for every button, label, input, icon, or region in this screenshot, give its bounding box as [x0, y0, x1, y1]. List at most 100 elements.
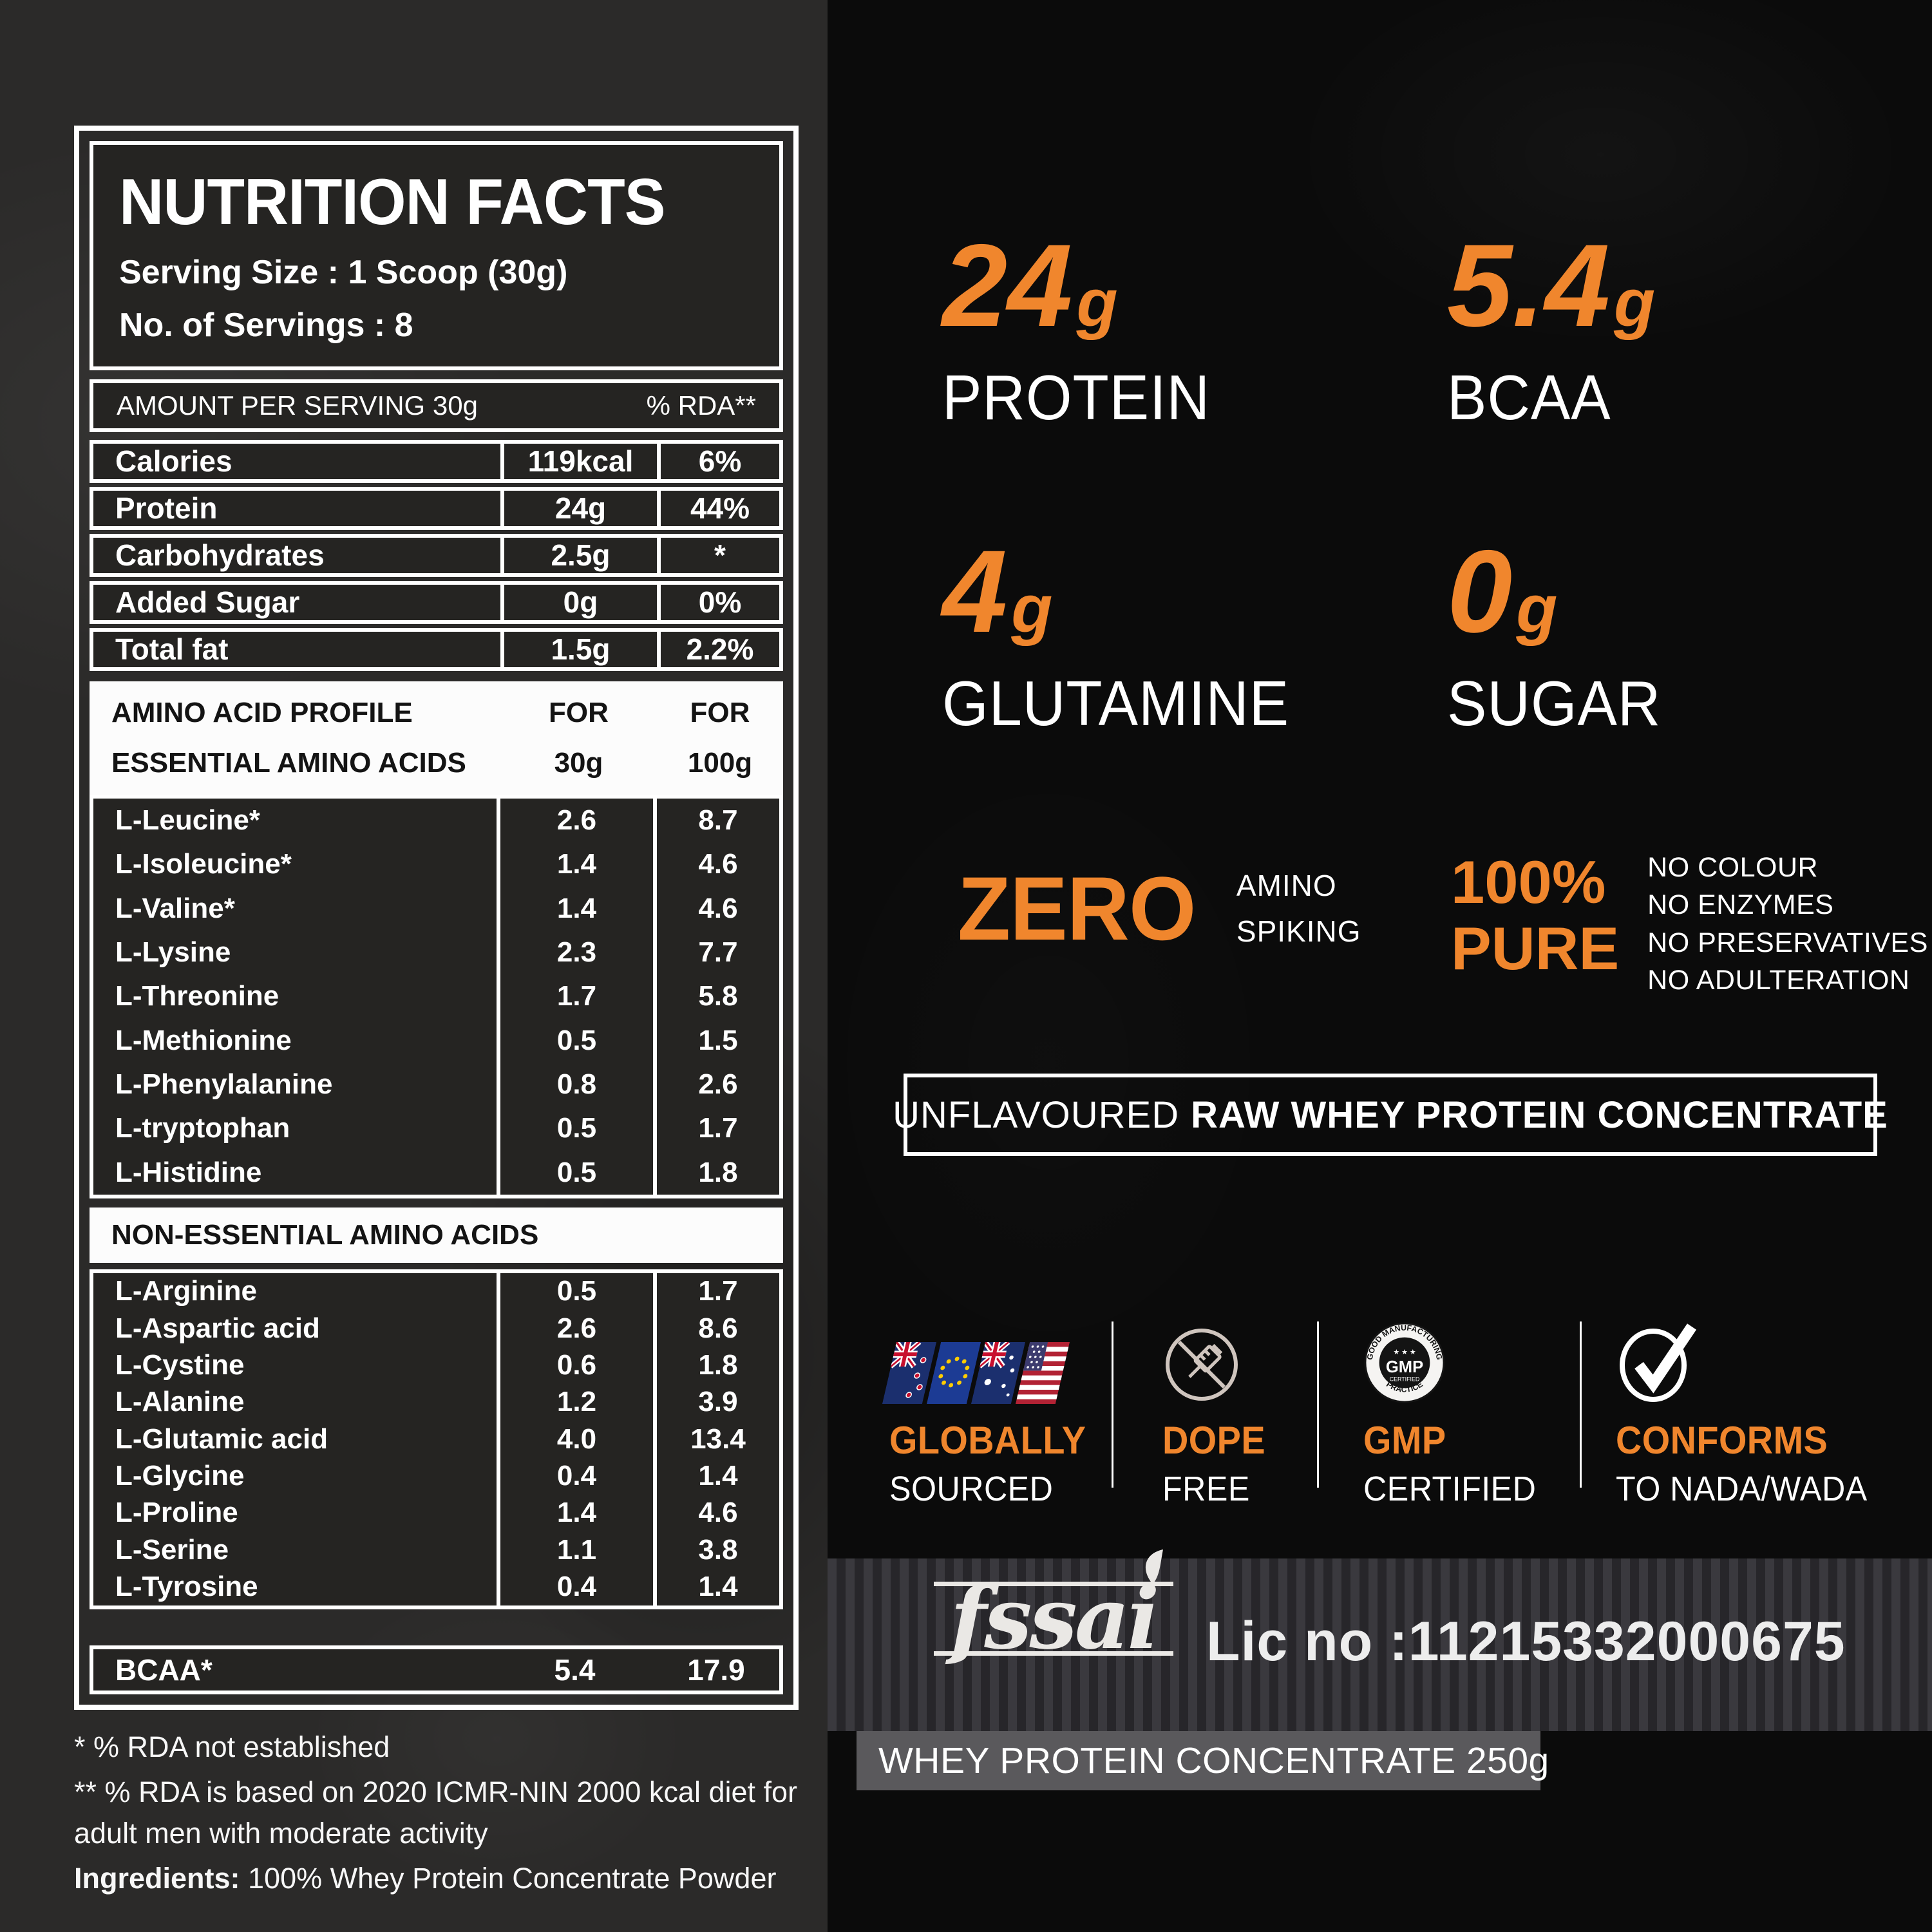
- pure-text: 100% PURE: [1451, 848, 1620, 983]
- table-row: L-Cystine 0.6 1.8: [93, 1347, 779, 1384]
- essential-amino-title: ESSENTIAL AMINO ACIDS: [111, 746, 466, 779]
- badge-subtitle: FREE: [1162, 1470, 1250, 1508]
- nutrient-value: 0g: [500, 580, 657, 624]
- amino-100g-value: 1.8: [653, 1347, 779, 1384]
- table-row: Calories 119kcal 6%: [90, 439, 783, 483]
- amino-100g-value: 1.4: [653, 1568, 779, 1605]
- table-row: L-Glycine 0.4 1.4: [93, 1457, 779, 1495]
- table-row: L-Proline 1.4 4.6: [93, 1494, 779, 1532]
- nutrient-label: Protein: [90, 486, 500, 530]
- amino-30g-value: 1.7: [497, 974, 653, 1019]
- badge-dope-free: DOPE FREE: [1162, 1324, 1273, 1509]
- claim-no-adulteration: NO ADULTERATION: [1647, 965, 1910, 996]
- amino-label: L-Isoleucine*: [115, 848, 292, 880]
- badge-subtitle: CERTIFIED: [1363, 1470, 1537, 1508]
- divider: [1112, 1321, 1113, 1488]
- table-row: Protein 24g 44%: [90, 486, 783, 530]
- table-row: L-Serine 1.1 3.8: [93, 1531, 779, 1569]
- table-row: L-Lysine 2.3 7.7: [93, 930, 779, 975]
- ingredients-label: Ingredients:: [74, 1861, 240, 1895]
- svg-text:GMP: GMP: [1386, 1358, 1423, 1376]
- divider: [1317, 1321, 1319, 1488]
- stat-value: 0g: [1447, 526, 1558, 657]
- servings-count: No. of Servings : 8: [119, 307, 413, 344]
- amino-100g-value: 13.4: [653, 1421, 779, 1458]
- table-row: L-Aspartic acid 2.6 8.6: [93, 1310, 779, 1347]
- svg-text:PRACTICE: PRACTICE: [1385, 1379, 1425, 1394]
- gmp-seal-icon: GOOD MANUFACTURING PRACTICE ★ ★ ★ GMP CE…: [1363, 1322, 1549, 1404]
- amino-label: L-Alanine: [115, 1386, 245, 1418]
- fssai-wordmark: fssai: [950, 1569, 1159, 1669]
- amino-label: L-Valine*: [115, 892, 235, 924]
- amino-acid-profile-header: AMINO ACID PROFILE ESSENTIAL AMINO ACIDS…: [90, 681, 783, 795]
- macro-table: Calories 119kcal 6% Protein 24g 44% Carb…: [90, 439, 783, 671]
- amino-100g-value: 4.6: [653, 1494, 779, 1532]
- amino-100g-value: 1.8: [653, 1150, 779, 1195]
- table-row: Total fat 1.5g 2.2%: [90, 627, 783, 671]
- nutrient-value: 2.5g: [500, 533, 657, 577]
- amino-100g-value: 1.4: [653, 1457, 779, 1495]
- pure-claim-list: NO COLOUR NO ENZYMES NO PRESERVATIVES NO…: [1647, 849, 1928, 999]
- nutrient-value: 119kcal: [500, 439, 657, 483]
- amino-label: L-Threonine: [115, 980, 279, 1012]
- claim-no-preservatives: NO PRESERVATIVES: [1647, 927, 1928, 958]
- nutrient-rda: 0%: [657, 580, 783, 624]
- nutrient-rda: *: [657, 533, 783, 577]
- australia-flag-icon: [971, 1342, 1026, 1404]
- nutrient-label: Calories: [90, 439, 500, 483]
- nutrient-label: Total fat: [90, 627, 500, 671]
- amino-label: L-Phenylalanine: [115, 1068, 333, 1100]
- amino-100g-value: 8.7: [653, 798, 779, 843]
- amount-per-serving-label: AMOUNT PER SERVING 30g: [117, 390, 478, 421]
- amino-30g-value: 0.8: [497, 1062, 653, 1107]
- amino-30g-value: 0.6: [497, 1347, 653, 1384]
- amino-label: L-Tyrosine: [115, 1571, 258, 1603]
- table-row: L-Isoleucine* 1.4 4.6: [93, 842, 779, 887]
- serving-size: Serving Size : 1 Scoop (30g): [119, 254, 568, 291]
- table-row: L-Tyrosine 0.4 1.4: [93, 1568, 779, 1605]
- stat-unit: g: [1614, 265, 1656, 341]
- divider: [1580, 1321, 1582, 1488]
- flags-icon: [882, 1324, 1101, 1404]
- table-row: Added Sugar 0g 0%: [90, 580, 783, 624]
- stat-block: 5.4g BCAA: [1447, 227, 1655, 429]
- bcaa-100g-value: 17.9: [687, 1653, 745, 1687]
- banner-bold-text: RAW WHEY PROTEIN CONCENTRATE: [1191, 1094, 1888, 1136]
- table-row: L-Leucine* 2.6 8.7: [93, 798, 779, 843]
- fssai-license-band: fssai Lic no :11215332000675: [828, 1549, 1932, 1731]
- nutrient-value: 1.5g: [500, 627, 657, 671]
- ingredients-line: Ingredients: 100% Whey Protein Concentra…: [74, 1858, 799, 1899]
- stat-block: 4g GLUTAMINE: [942, 533, 1311, 735]
- stat-block: 24g PROTEIN: [942, 227, 1227, 429]
- amino-30g-value: 0.5: [497, 1273, 653, 1311]
- amino-100g-value: 1.5: [653, 1018, 779, 1063]
- fssai-rule: [934, 1651, 1173, 1656]
- stat-label: SUGAR: [1447, 668, 1662, 739]
- license-number: Lic no :11215332000675: [1206, 1611, 1846, 1672]
- eu-flag-icon: [926, 1342, 981, 1404]
- amino-label: L-Histidine: [115, 1156, 262, 1188]
- amino-profile-title: AMINO ACID PROFILE: [111, 696, 413, 728]
- bcaa-30g-value: 5.4: [554, 1653, 596, 1687]
- table-row: L-Valine* 1.4 4.6: [93, 886, 779, 931]
- stat-label: GLUTAMINE: [942, 668, 1290, 739]
- nutrient-label: Carbohydrates: [90, 533, 500, 577]
- nutrient-label: Added Sugar: [90, 580, 500, 624]
- table-row: L-Arginine 0.5 1.7: [93, 1273, 779, 1311]
- amino-label: L-Cystine: [115, 1349, 245, 1381]
- table-row: L-Alanine 1.2 3.9: [93, 1383, 779, 1421]
- badge-subtitle: TO NADA/WADA: [1616, 1470, 1868, 1508]
- page-title: NUTRITION FACTS: [119, 165, 666, 238]
- unflavoured-banner: UNFLAVOURED RAW WHEY PROTEIN CONCENTRATE: [893, 1074, 1888, 1156]
- badge-globally-sourced: GLOBALLY SOURCED: [882, 1324, 1101, 1509]
- badge-title: DOPE: [1162, 1419, 1266, 1462]
- amino-label: L-Glycine: [115, 1460, 245, 1492]
- hundred-percent-pure-claim: 100% PURE NO COLOUR NO ENZYMES NO PRESER…: [1451, 849, 1928, 999]
- nz-flag-icon: [882, 1342, 937, 1404]
- amino-100g-value: 5.8: [653, 974, 779, 1019]
- amino-30g-value: 1.4: [497, 842, 653, 887]
- amino-100g-value: 3.9: [653, 1383, 779, 1421]
- amino-label: L-Methionine: [115, 1024, 292, 1056]
- non-essential-header: NON-ESSENTIAL AMINO ACIDS: [90, 1207, 783, 1263]
- amino-label: L-Lysine: [115, 936, 231, 968]
